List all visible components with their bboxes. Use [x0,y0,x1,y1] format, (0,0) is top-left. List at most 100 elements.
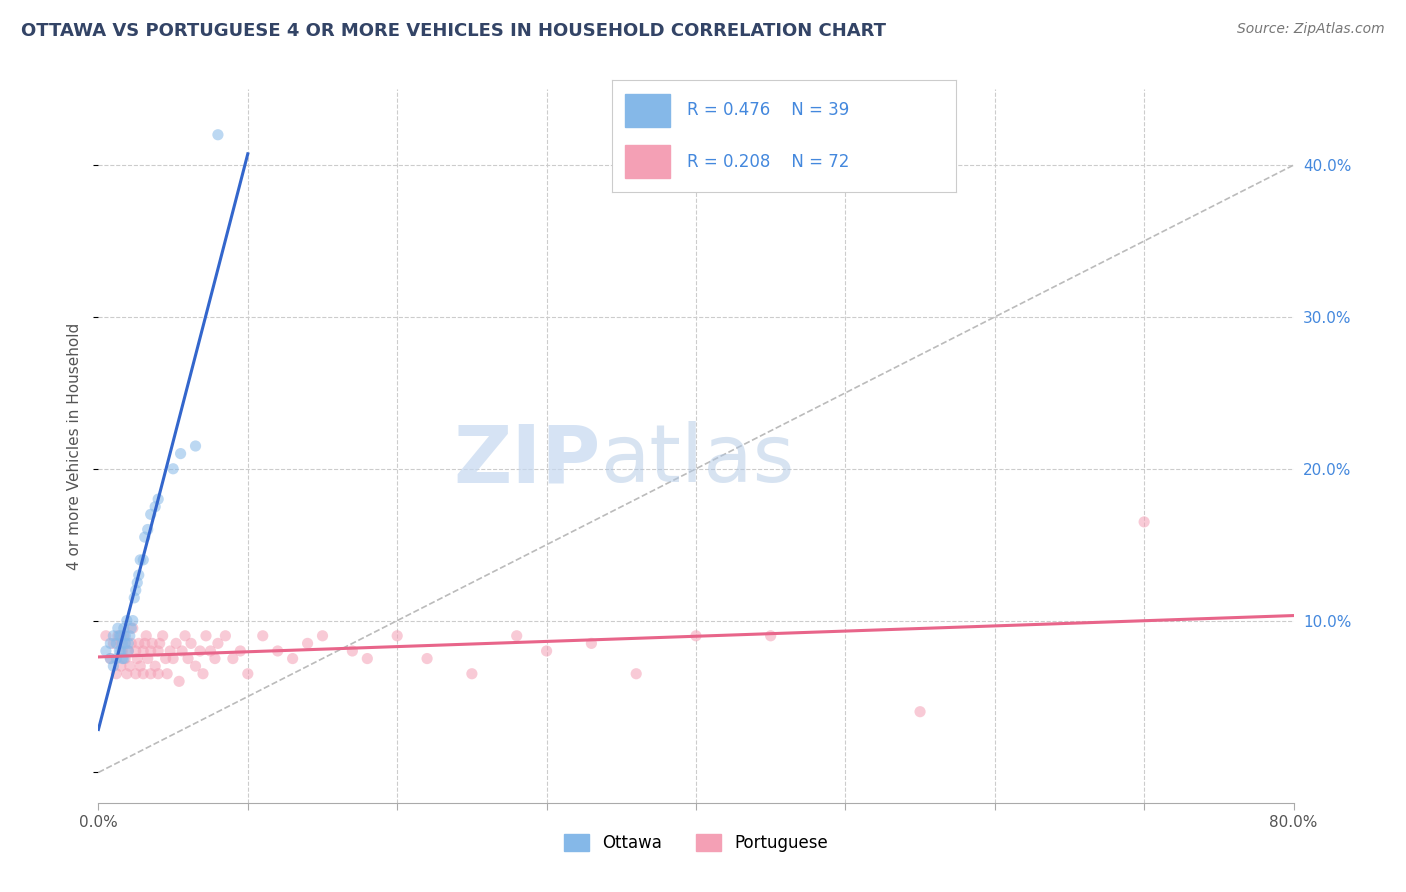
Point [222,651,245,665]
Point [229,644,252,658]
Point [184,659,207,673]
Point [114,651,136,665]
Point [191,666,214,681]
Point [148,666,170,681]
Point [581,636,603,650]
Point [188,644,211,658]
Point [1133,515,1156,529]
Point [112,629,135,643]
Point [461,666,484,681]
Point [165,636,187,650]
Point [195,629,218,643]
Point [342,644,364,658]
Point [94,644,117,658]
Point [127,575,149,590]
Point [169,447,191,461]
Point [94,629,117,643]
Point [103,629,125,643]
Point [132,666,155,681]
Point [115,614,138,628]
Point [110,659,132,673]
Point [111,644,134,658]
Point [118,659,141,673]
Bar [626,145,671,178]
Point [180,636,202,650]
Point [112,651,135,665]
Point [143,500,166,514]
Point [506,629,529,643]
Point [111,651,134,665]
Point [685,629,707,643]
Text: Source: ZipAtlas.com: Source: ZipAtlas.com [1237,22,1385,37]
Point [149,636,172,650]
Text: R = 0.476    N = 39: R = 0.476 N = 39 [688,102,849,120]
Point [297,636,319,650]
Point [107,621,129,635]
Point [177,651,200,665]
Point [105,651,128,665]
Point [107,629,129,643]
Point [148,492,170,507]
Point [128,636,150,650]
Point [759,629,782,643]
Point [125,644,148,658]
Point [162,462,184,476]
Point [200,644,222,658]
Bar [626,94,671,128]
Point [121,621,143,635]
Point [152,629,174,643]
Point [110,629,132,643]
Point [134,530,156,544]
Point [127,651,149,665]
Point [98,651,122,665]
Point [236,666,259,681]
Point [110,636,132,650]
Point [129,659,152,673]
Point [167,674,190,689]
Point [139,508,162,522]
Text: OTTAWA VS PORTUGUESE 4 OR MORE VEHICLES IN HOUSEHOLD CORRELATION CHART: OTTAWA VS PORTUGUESE 4 OR MORE VEHICLES … [21,22,886,40]
Point [143,659,166,673]
Point [111,636,134,650]
Point [125,666,148,681]
Y-axis label: 4 or more Vehicles in Household: 4 or more Vehicles in Household [67,322,83,570]
Point [112,621,135,635]
Point [108,644,131,658]
Point [115,666,138,681]
Point [103,636,125,650]
Point [105,666,128,681]
Point [626,666,648,681]
Point [105,636,128,650]
Point [114,629,136,643]
Point [139,666,162,681]
Text: R = 0.208    N = 72: R = 0.208 N = 72 [688,153,849,170]
Point [385,629,409,643]
Legend: Ottawa, Portuguese: Ottawa, Portuguese [558,827,834,859]
Point [98,651,122,665]
Point [252,629,274,643]
Point [148,644,170,658]
Point [124,591,146,605]
Point [207,128,229,142]
Point [132,553,155,567]
Text: ZIP: ZIP [453,421,600,500]
Point [908,705,931,719]
Point [267,644,290,658]
Point [536,644,558,658]
Point [214,629,236,643]
Point [136,651,159,665]
Point [129,553,152,567]
Point [128,568,150,582]
Point [110,644,132,658]
Point [184,439,207,453]
Point [162,651,184,665]
Point [108,629,131,643]
Point [114,636,136,650]
Point [141,636,163,650]
Point [117,644,139,658]
Point [120,636,142,650]
Point [356,651,378,665]
Point [204,651,226,665]
Point [207,636,229,650]
Point [134,636,156,650]
